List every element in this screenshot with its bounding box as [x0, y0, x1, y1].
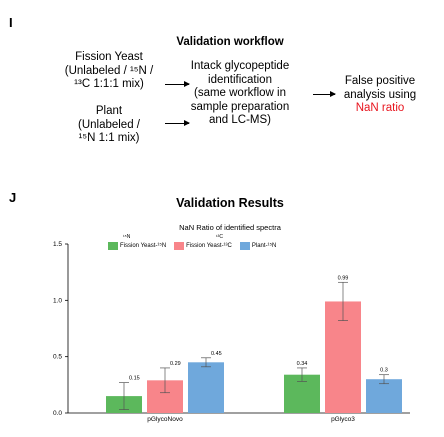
- data-label: 0.15: [129, 376, 140, 382]
- panel-letter-i: I: [9, 15, 13, 30]
- step-line: (same workflow in: [193, 87, 287, 99]
- legend-superscript-15n: ¹⁵N: [123, 234, 131, 240]
- workflow-output: False positive analysis using NaN ratio: [332, 75, 428, 116]
- input1-line: Fission Yeast: [75, 51, 143, 63]
- chart-title: Validation Results: [176, 196, 284, 210]
- arrow-right-icon: [165, 81, 190, 87]
- legend-swatch: [108, 242, 118, 250]
- step-line: Intack glycopeptide: [190, 60, 290, 72]
- y-tick-label: 0.5: [53, 354, 62, 361]
- legend-swatch: [239, 242, 250, 250]
- step-line: identification: [208, 73, 272, 86]
- legend-item-fission-yeast-13c: Fission Yeast-¹³C: [174, 242, 232, 250]
- data-label: 0.99: [338, 275, 349, 281]
- x-tick-label: pGlyco3: [331, 416, 355, 423]
- legend-item-fission-yeast-15n: Fission Yeast-¹⁵N: [108, 242, 166, 250]
- output-line: analysis using: [343, 88, 417, 101]
- chart-subtitle: NaN Ratio of identified spectra: [179, 223, 281, 232]
- arrow-right-icon: [313, 91, 336, 97]
- legend-item-plant-15n: Plant-¹⁵N: [239, 242, 277, 250]
- input2-line: Plant: [95, 105, 123, 117]
- bar: [366, 379, 402, 413]
- input2-line: (Unlabeled /: [77, 118, 140, 131]
- chart-legend: Fission Yeast-¹⁵N Fission Yeast-¹³C Plan…: [108, 242, 284, 250]
- legend-swatch: [174, 242, 185, 250]
- output-line: False positive: [344, 75, 416, 87]
- workflow-identification-step: Intack glycopeptide identification (same…: [185, 60, 295, 128]
- input1-line: (Unlabeled / ¹⁵N /: [64, 64, 154, 77]
- data-label: 0.3: [380, 368, 388, 374]
- y-tick-label: 1.0: [53, 297, 62, 304]
- panel-letter-j: J: [9, 190, 17, 205]
- y-tick-label: 0.0: [53, 410, 62, 417]
- step-line: sample preparation: [190, 100, 290, 113]
- input1-line: ¹³C 1:1:1 mix): [74, 78, 144, 90]
- step-line: and LC-MS): [209, 114, 271, 126]
- data-label: 0.45: [211, 351, 222, 357]
- workflow-input-plant: Plant (Unlabeled / ¹⁵N 1:1 mix): [54, 105, 164, 146]
- x-tick-label: pGlycoNovo: [147, 416, 183, 423]
- legend-superscript-13c: ¹³C: [216, 234, 223, 240]
- bar: [188, 362, 224, 413]
- legend-label: Plant-¹⁵N: [251, 243, 277, 249]
- arrow-right-icon: [165, 120, 190, 126]
- workflow-input-fission-yeast: Fission Yeast (Unlabeled / ¹⁵N / ¹³C 1:1…: [54, 51, 164, 92]
- workflow-title: Validation workflow: [176, 36, 284, 48]
- output-nan-ratio: NaN ratio: [355, 102, 405, 114]
- legend-label: Fission Yeast-¹³C: [186, 243, 232, 249]
- data-label: 0.29: [170, 361, 181, 367]
- legend-label: Fission Yeast-¹⁵N: [120, 243, 167, 249]
- y-tick-label: 1.5: [53, 241, 62, 248]
- data-label: 0.34: [297, 361, 308, 367]
- input2-line: ¹⁵N 1:1 mix): [78, 132, 140, 144]
